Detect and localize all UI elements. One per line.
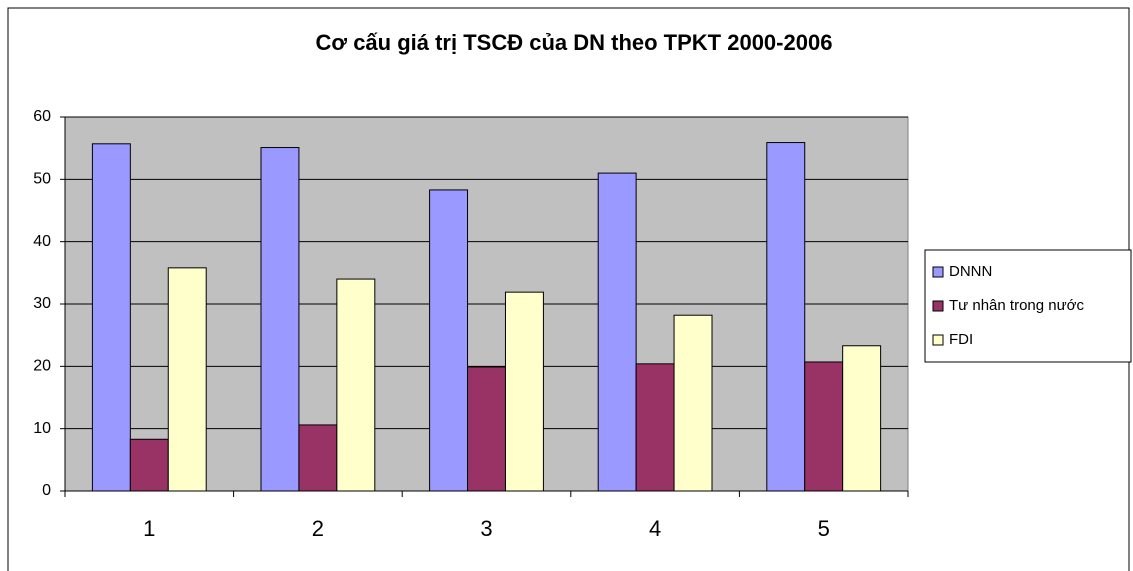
bar	[635, 363, 675, 492]
x-tick-label: 2	[312, 516, 324, 541]
legend-swatch	[932, 300, 944, 312]
bar	[804, 361, 844, 492]
legend-label: DNNN	[949, 263, 992, 280]
y-tick-label: 0	[42, 482, 51, 499]
legend-swatch	[932, 266, 944, 278]
chart-title: Cơ cấu giá trị TSCĐ của DN theo TPKT 200…	[316, 30, 833, 55]
legend-swatch	[932, 334, 944, 346]
bar	[298, 424, 338, 492]
y-tick-label: 60	[33, 108, 51, 125]
x-tick-label: 1	[143, 516, 155, 541]
x-tick-label: 3	[480, 516, 492, 541]
legend-label: Tư nhân trong nước	[949, 297, 1084, 314]
y-tick-label: 40	[33, 233, 51, 250]
legend-box	[924, 249, 1132, 363]
bar	[467, 366, 506, 492]
bar	[260, 147, 300, 492]
bar	[167, 267, 207, 492]
bar	[673, 314, 713, 492]
bar	[429, 189, 469, 492]
x-tick-label: 5	[818, 516, 830, 541]
bar	[129, 438, 169, 492]
bar	[597, 172, 637, 492]
y-tick-label: 10	[33, 420, 51, 437]
y-tick-label: 30	[33, 295, 51, 312]
y-tick-label: 20	[33, 358, 51, 375]
y-tick-label: 50	[33, 171, 51, 188]
bar	[842, 345, 882, 492]
bar	[91, 143, 131, 492]
legend-label: FDI	[949, 331, 973, 348]
bar	[336, 278, 376, 492]
x-tick-label: 4	[649, 516, 661, 541]
bar	[766, 142, 806, 492]
bar	[504, 291, 544, 492]
